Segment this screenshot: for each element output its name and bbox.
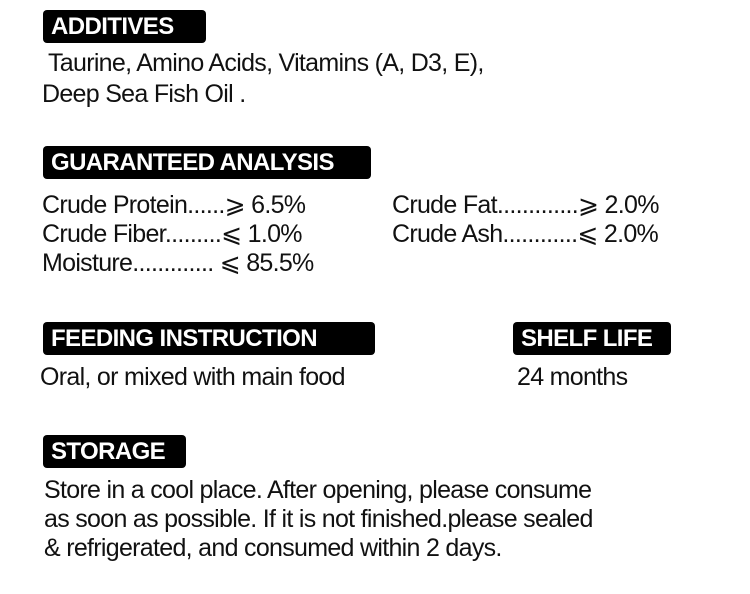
additives-line: Taurine, Amino Acids, Vitamins (A, D3, E… xyxy=(48,49,484,77)
analysis-item: Crude Ash............⩽ 2.0% xyxy=(392,220,659,248)
analysis-item: Moisture............. ⩽ 85.5% xyxy=(42,249,314,277)
storage-line: as soon as possible. If it is not finish… xyxy=(44,505,593,533)
storage-line: Store in a cool place. After opening, pl… xyxy=(44,476,592,504)
shelf-life-heading: SHELF LIFE xyxy=(513,322,671,355)
additives-heading: ADDITIVES xyxy=(43,10,206,43)
analysis-item: Crude Fiber.........⩽ 1.0% xyxy=(42,220,303,248)
additives-line: Deep Sea Fish Oil . xyxy=(42,80,246,108)
analysis-heading: GUARANTEED ANALYSIS xyxy=(43,146,371,179)
shelf-life-text: 24 months xyxy=(517,363,628,391)
feeding-text: Oral, or mixed with main food xyxy=(40,363,346,391)
feeding-heading: FEEDING INSTRUCTION xyxy=(43,322,375,355)
analysis-item: Crude Fat.............⩾ 2.0% xyxy=(392,191,659,219)
storage-heading: STORAGE xyxy=(43,435,186,468)
storage-line: & refrigerated, and consumed within 2 da… xyxy=(44,534,502,562)
analysis-item: Crude Protein......⩾ 6.5% xyxy=(42,191,306,219)
